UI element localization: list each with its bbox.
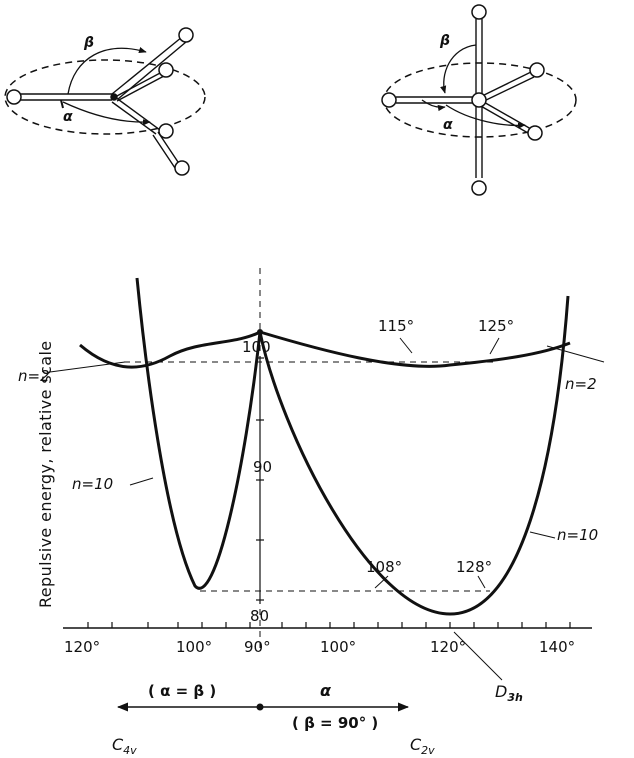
ligand-atom — [6, 89, 22, 105]
beta-arc — [67, 47, 147, 95]
annotation-125: 125° — [478, 317, 514, 335]
label-n2-right: n=2 — [565, 375, 597, 393]
beta-arc — [440, 44, 477, 94]
ligand-atom — [178, 27, 194, 43]
label-n10-left: n=10 — [72, 475, 113, 493]
ligand-atom — [158, 123, 174, 139]
bonds — [396, 19, 535, 178]
label-n10-right: n=10 — [557, 526, 598, 544]
curve-n10-left — [135, 277, 262, 590]
path-origin-dot — [256, 703, 264, 711]
annotation-108: 108° — [366, 558, 402, 576]
cusp-point — [257, 329, 263, 335]
symmetry-d3h: D3h — [495, 682, 523, 704]
x-tick-label: 90° — [244, 638, 271, 656]
alpha-arc — [62, 101, 151, 126]
ligand-atom — [529, 62, 545, 78]
annotation-128: 128° — [456, 558, 492, 576]
alpha-arc — [445, 104, 526, 129]
x-tick-label: 100° — [176, 638, 212, 656]
beta-label: β — [83, 35, 94, 51]
path-label-right-top: α — [320, 681, 332, 700]
curve-n10-right — [258, 295, 570, 616]
symmetry-c4v: C4v — [112, 735, 137, 757]
x-tick-label: 140° — [539, 638, 575, 656]
x-ticks — [87, 622, 571, 628]
y-tick-90: 90 — [253, 458, 272, 476]
symmetry-c2v: C2v — [410, 735, 435, 757]
path-label-left: ( α = β ) — [148, 682, 216, 700]
central-atom — [471, 92, 487, 108]
x-tick-label: 100° — [320, 638, 356, 656]
molecule-trigonal-bipyramid — [381, 4, 577, 196]
curve-n2 — [79, 330, 571, 369]
leader-lines — [49, 337, 605, 589]
ligand-atom — [527, 125, 543, 141]
path-label-right-bottom: ( β = 90° ) — [292, 714, 378, 732]
y-tick-80: 80 — [250, 607, 269, 625]
x-tick-label: 120° — [64, 638, 100, 656]
alpha-label: α — [443, 117, 453, 133]
label-n2-left: n=2 — [18, 367, 50, 385]
ligand-atom — [471, 180, 487, 196]
molecule-square-pyramid — [4, 27, 206, 176]
atoms — [381, 4, 545, 196]
equatorial-ellipse — [4, 59, 206, 135]
bonds — [18, 36, 187, 169]
ligand-atom — [174, 160, 190, 176]
beta-label: β — [439, 33, 450, 49]
ligand-atom — [471, 4, 487, 20]
d3h-leader — [453, 631, 503, 681]
atoms — [6, 27, 194, 176]
alpha-label: α — [63, 109, 73, 125]
ligand-atom — [158, 62, 174, 78]
annotation-115: 115° — [378, 317, 414, 335]
x-tick-label: 120° — [430, 638, 466, 656]
ligand-atom — [381, 92, 397, 108]
y-axis-label: Repulsive energy, relative scale — [36, 340, 55, 608]
central-atom — [110, 93, 118, 101]
